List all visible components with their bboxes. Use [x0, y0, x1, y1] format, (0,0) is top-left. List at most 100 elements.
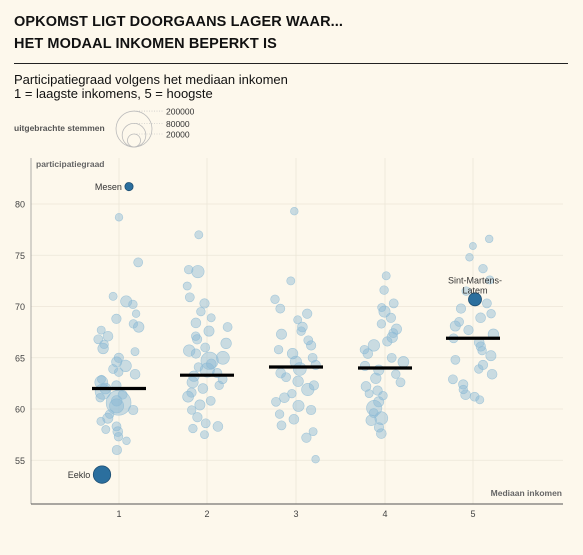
data-point: [465, 253, 474, 262]
data-point: [99, 339, 109, 350]
data-point: [117, 389, 128, 400]
x-tick-label: 3: [293, 509, 298, 519]
y-tick-label: 55: [15, 456, 25, 466]
data-point: [301, 382, 315, 397]
data-point: [485, 275, 495, 285]
highlight-label: Eeklo: [68, 470, 91, 480]
data-point: [475, 312, 486, 324]
data-point: [486, 309, 496, 319]
data-point: [270, 294, 280, 304]
data-point: [359, 344, 370, 355]
highlight-point: [468, 292, 482, 307]
x-tick-label: 1: [116, 509, 121, 519]
data-point: [187, 405, 197, 415]
data-point: [190, 348, 201, 359]
data-point: [388, 298, 399, 309]
data-point: [111, 313, 122, 324]
size-legend-value: 20000: [166, 129, 190, 139]
data-point: [296, 326, 306, 336]
data-point: [448, 374, 458, 385]
data-point: [455, 303, 467, 314]
data-point: [108, 364, 118, 374]
data-point: [203, 325, 215, 337]
data-point: [395, 377, 406, 388]
data-point: [105, 409, 115, 419]
data-point: [184, 292, 195, 303]
highlight-layer: Mesen Eeklo Sint-Martens-Latem: [68, 182, 502, 484]
data-point: [276, 328, 287, 340]
y-tick-label: 65: [15, 353, 25, 363]
data-point: [101, 425, 111, 434]
data-point: [303, 335, 314, 346]
data-point: [474, 364, 484, 374]
data-point: [311, 455, 320, 464]
chart-title: OPKOMST LIGT DOORGAANS LAGER WAAR...: [14, 14, 344, 30]
highlight-label: Mesen: [95, 182, 122, 192]
data-point: [373, 422, 385, 433]
data-point: [191, 331, 201, 341]
chart-axes: [30, 158, 563, 505]
data-point: [206, 313, 216, 323]
y-tick-label: 80: [15, 200, 25, 210]
data-point: [276, 420, 287, 431]
data-point: [222, 322, 233, 332]
highlight-point: [92, 465, 112, 484]
data-point: [182, 281, 192, 291]
data-point: [274, 409, 285, 419]
data-point: [286, 276, 296, 286]
data-point: [290, 207, 299, 216]
chart-description-line-1: Participatiegraad volgens het mediaan in…: [14, 72, 288, 87]
data-point: [97, 374, 106, 384]
data-point: [194, 399, 206, 411]
data-point: [113, 432, 124, 442]
data-point: [293, 315, 303, 325]
data-point: [386, 352, 397, 363]
data-point: [364, 389, 374, 398]
data-point: [477, 345, 487, 356]
data-point: [367, 339, 380, 352]
data-point: [376, 428, 387, 439]
chart-subtitle: HET MODAAL INKOMEN BEPERKT IS: [14, 36, 277, 52]
data-point: [391, 369, 401, 379]
data-point: [133, 257, 144, 268]
data-point: [385, 312, 396, 323]
data-point: [128, 319, 139, 329]
size-legend-circle: [121, 122, 147, 148]
data-point: [96, 416, 106, 426]
data-point: [463, 325, 474, 336]
data-point: [131, 309, 141, 318]
x-axis-label: Mediaan inkomen: [491, 488, 562, 498]
data-point: [469, 242, 477, 250]
data-point: [454, 317, 464, 327]
data-point: [212, 421, 224, 432]
data-point: [108, 291, 118, 301]
data-point: [120, 295, 133, 308]
size-legend-value: 80000: [166, 119, 190, 129]
data-point: [376, 319, 387, 329]
data-point: [191, 265, 205, 279]
data-point: [306, 340, 317, 351]
data-point: [113, 352, 124, 363]
size-legend-circle: [127, 133, 141, 148]
median-layer: [92, 336, 500, 391]
data-point: [458, 384, 468, 395]
data-point: [199, 298, 210, 309]
data-point: [377, 303, 387, 312]
data-point: [308, 427, 318, 436]
data-point: [306, 404, 317, 416]
data-point: [360, 381, 372, 392]
size-legend-label: uitgebrachte stemmen: [14, 123, 105, 133]
data-point: [485, 234, 494, 244]
data-point: [287, 388, 297, 399]
data-point: [381, 271, 391, 281]
data-point: [205, 395, 216, 406]
data-point: [122, 436, 131, 445]
data-point: [379, 285, 389, 295]
data-point: [128, 299, 138, 310]
data-point: [200, 418, 211, 429]
data-point: [302, 308, 313, 319]
data-point: [190, 317, 202, 329]
data-point: [188, 423, 198, 434]
data-point: [114, 367, 124, 377]
